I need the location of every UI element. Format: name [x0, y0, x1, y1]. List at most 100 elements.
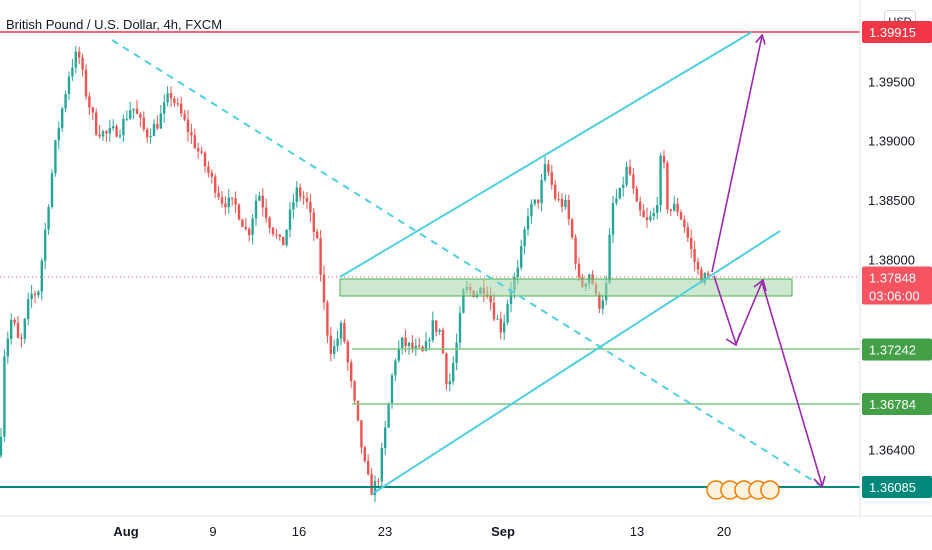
- candle-body: [156, 124, 159, 129]
- candle-body: [91, 107, 94, 113]
- candle-body: [173, 98, 176, 104]
- candle-body: [40, 260, 43, 292]
- candle-body: [540, 179, 543, 204]
- candle-body: [292, 202, 295, 210]
- candle-body: [509, 290, 513, 305]
- price-tag-bottom: [862, 476, 932, 498]
- candle-body: [707, 273, 710, 276]
- arrowhead-down-1: [725, 332, 741, 347]
- candle-body: [533, 199, 536, 204]
- candle-body: [543, 164, 547, 180]
- price-tag-label: 1.37242: [869, 343, 916, 358]
- candle-body: [353, 381, 356, 401]
- candle-body: [326, 302, 329, 336]
- candle-body: [390, 375, 394, 404]
- candle-body: [703, 273, 706, 284]
- price-tick-label: 1.38000: [868, 253, 915, 268]
- candle-body: [639, 201, 642, 211]
- candle-body: [231, 197, 234, 199]
- candle-body: [224, 203, 227, 208]
- candle-body: [54, 140, 57, 174]
- drawings-group: [0, 31, 860, 500]
- candle-body: [295, 187, 298, 203]
- candle-body: [64, 94, 67, 109]
- candle-body: [642, 210, 645, 218]
- candle-body: [319, 238, 322, 275]
- candle-body: [30, 293, 33, 300]
- candle-body: [523, 229, 526, 247]
- candle-body: [455, 342, 458, 364]
- candle-body: [499, 318, 502, 333]
- projection-arrow-down[interactable]: [713, 275, 823, 486]
- candle-body: [299, 187, 302, 197]
- candle-body: [285, 230, 288, 246]
- projection-arrow-up[interactable]: [711, 36, 762, 273]
- candle-body: [112, 126, 115, 129]
- candle-body: [309, 201, 312, 213]
- candle-body: [47, 206, 50, 230]
- candle-body: [200, 151, 203, 153]
- candle-body: [169, 93, 173, 99]
- candle-body: [23, 318, 26, 339]
- candle-body: [635, 188, 638, 202]
- candle-body: [438, 329, 441, 332]
- candle-body: [611, 202, 615, 235]
- candle-body: [574, 237, 577, 264]
- candle-body: [404, 337, 407, 347]
- candle-body: [424, 341, 428, 351]
- price-tag-label: 1.36085: [869, 480, 916, 495]
- candle-body: [384, 427, 387, 448]
- candle-body: [71, 67, 74, 77]
- candle-body: [506, 304, 509, 323]
- candle-body: [210, 172, 213, 177]
- candle-body: [50, 173, 54, 207]
- candle-body: [652, 212, 655, 217]
- time-tick-label: 13: [630, 524, 644, 539]
- candle-body: [132, 108, 135, 111]
- candle-body: [6, 338, 9, 357]
- time-tick-label: Aug: [113, 524, 138, 539]
- candle-body: [537, 199, 540, 204]
- candle-body: [618, 187, 621, 199]
- channel-lower-line[interactable]: [371, 230, 781, 495]
- channel-upper-line[interactable]: [339, 31, 753, 278]
- candle-body: [37, 291, 40, 296]
- candle-body: [489, 295, 492, 303]
- candle-body: [261, 195, 264, 208]
- candle-body: [74, 51, 77, 68]
- candle-body: [632, 174, 635, 189]
- economic-events[interactable]: [706, 480, 780, 500]
- candle-body: [237, 204, 241, 220]
- price-tag-label: 1.39915: [869, 25, 916, 40]
- candle-body: [10, 319, 13, 339]
- candle-body: [139, 113, 142, 118]
- chart-title: British Pound / U.S. Dollar, 4h, FXCM: [6, 17, 223, 32]
- candle-body: [526, 216, 530, 230]
- candle-body: [571, 219, 574, 238]
- candle-body: [445, 353, 448, 385]
- price-axis[interactable]: 1.39500 1.39000 1.38500 1.38000 1.36400: [868, 74, 915, 457]
- candle-body: [336, 338, 339, 347]
- candle-body: [81, 57, 84, 70]
- candle-body: [271, 227, 275, 235]
- candle-body: [435, 320, 438, 332]
- candle-body: [258, 195, 261, 201]
- price-tag-zone: [862, 338, 932, 361]
- descending-trendline-dashed[interactable]: [111, 39, 821, 486]
- time-axis[interactable]: Aug 9 16 23 Sep 13 20: [113, 524, 731, 539]
- candle-body: [197, 148, 200, 152]
- candle-body: [159, 113, 162, 129]
- candle-body: [394, 360, 397, 376]
- candle-body: [601, 300, 604, 309]
- candle-body: [387, 403, 390, 428]
- candle-body: [105, 131, 108, 134]
- candle-body: [220, 197, 224, 204]
- price-tick-label: 1.36400: [868, 443, 915, 458]
- support-zone[interactable]: [339, 278, 793, 297]
- candle-body: [700, 269, 703, 284]
- candle-body: [302, 196, 305, 198]
- candle-body: [275, 234, 278, 236]
- price-tag-top: [862, 21, 932, 43]
- candle-body: [152, 124, 156, 137]
